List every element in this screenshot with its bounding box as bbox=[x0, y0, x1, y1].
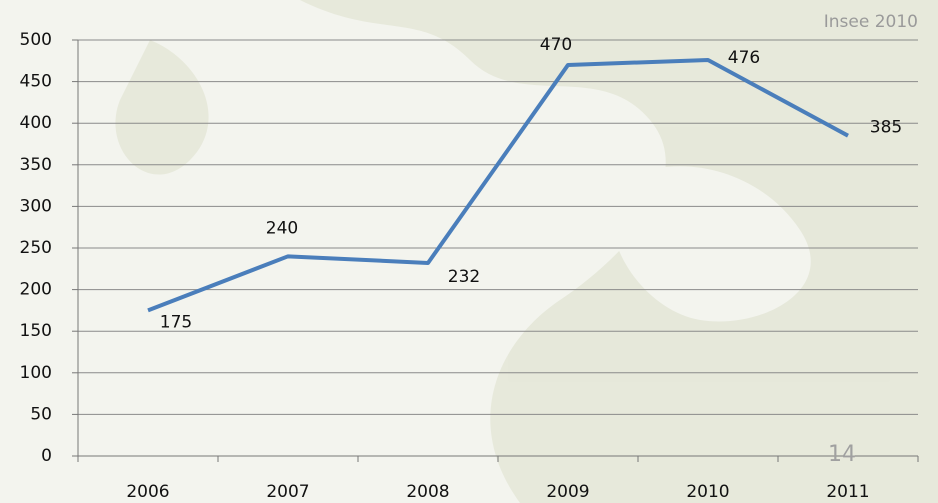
y-tick-label: 200 bbox=[20, 280, 52, 300]
data-line bbox=[147, 57, 849, 313]
data-label: 470 bbox=[540, 35, 572, 55]
x-tick-label: 2010 bbox=[686, 482, 729, 502]
x-tick-label: 2009 bbox=[546, 482, 589, 502]
y-tick-label: 50 bbox=[30, 404, 52, 424]
data-label: 232 bbox=[448, 267, 480, 287]
y-tick-label: 400 bbox=[20, 113, 52, 133]
data-label: 240 bbox=[266, 218, 298, 238]
y-tick-label: 300 bbox=[20, 196, 52, 216]
x-tick-label: 2011 bbox=[826, 482, 869, 502]
data-label: 175 bbox=[160, 312, 192, 332]
y-tick-label: 150 bbox=[20, 321, 52, 341]
y-tick-label: 0 bbox=[41, 446, 52, 466]
x-tick-label: 2006 bbox=[126, 482, 169, 502]
y-tick-label: 350 bbox=[20, 155, 52, 175]
y-tick-label: 100 bbox=[20, 363, 52, 383]
y-tick-label: 500 bbox=[20, 30, 52, 50]
page-number: 14 bbox=[828, 442, 856, 467]
data-label: 476 bbox=[728, 48, 760, 68]
source-note: Insee 2010 bbox=[824, 12, 918, 32]
y-tick-label: 450 bbox=[20, 72, 52, 92]
x-tick-label: 2008 bbox=[406, 482, 449, 502]
y-tick-label: 250 bbox=[20, 238, 52, 258]
x-tick-label: 2007 bbox=[266, 482, 309, 502]
data-label: 385 bbox=[870, 118, 902, 138]
background-texture bbox=[115, 0, 938, 503]
